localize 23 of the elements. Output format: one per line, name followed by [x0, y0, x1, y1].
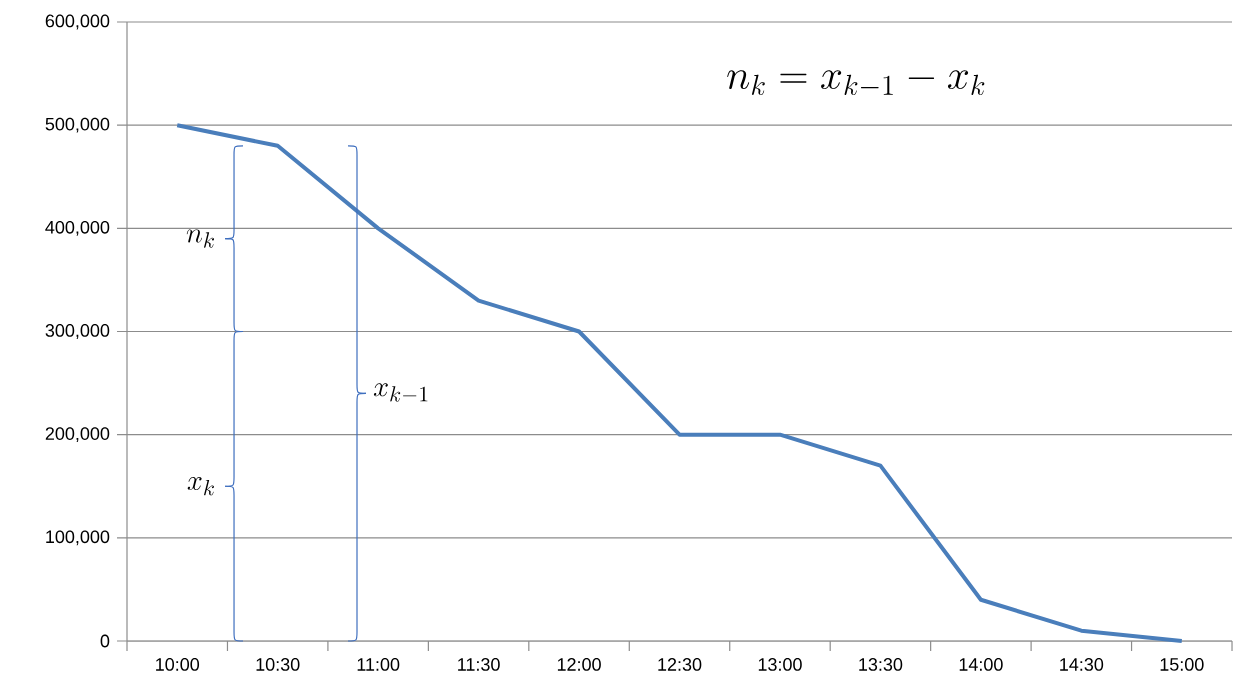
- line-series: [175, 123, 1184, 643]
- y-tick-label: 300,000: [45, 324, 110, 339]
- y-tick-label: 400,000: [45, 220, 110, 236]
- x-tick-label: 14:00: [959, 658, 1003, 671]
- x-tick-label: 10:30: [256, 658, 300, 671]
- x-tick-label: 11:00: [357, 658, 400, 671]
- x-tick-label: 12:00: [557, 658, 601, 671]
- x-tick-label: 15:00: [1160, 658, 1204, 671]
- x-tick-label: 13:30: [859, 658, 903, 671]
- y-tick-label: 0: [100, 634, 110, 648]
- x-tick-label: 13:00: [758, 658, 802, 671]
- y-tick-label: 200,000: [45, 427, 110, 443]
- annotation: $x_k$: [187, 477, 215, 496]
- annotation: $n_k = x_{k-1} - x_k$: [727, 70, 985, 96]
- x-tick-label: 12:30: [658, 658, 702, 671]
- annotation: $x_{k-1}$: [373, 383, 428, 402]
- annotation: $n_k$: [186, 229, 215, 248]
- x-tick-label: 10:00: [156, 658, 200, 671]
- x-tick-label: 11:30: [458, 658, 500, 671]
- y-tick-label: 600,000: [45, 14, 110, 30]
- y-tick-label: 100,000: [46, 530, 110, 546]
- x-tick-label: 14:30: [1060, 658, 1104, 671]
- y-tick-label: 500,000: [45, 117, 110, 133]
